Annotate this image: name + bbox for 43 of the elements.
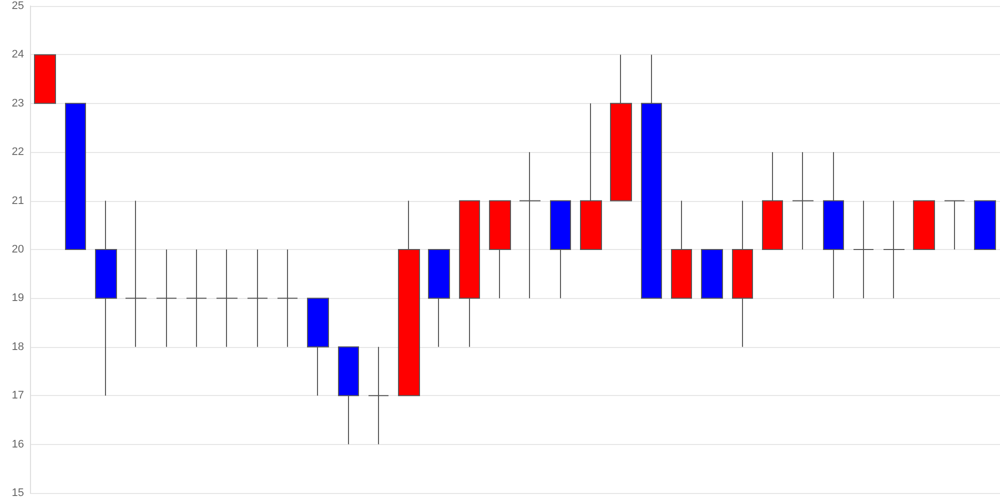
- candlestick: [125, 200, 147, 348]
- candlestick: [913, 200, 935, 250]
- y-tick-label: 16: [12, 438, 24, 450]
- candlestick: [65, 102, 86, 250]
- y-tick-label: 18: [12, 340, 24, 353]
- candlestick: [641, 54, 662, 299]
- candlestick: [95, 200, 117, 396]
- candlestick: [519, 152, 541, 299]
- candlestick: [277, 249, 298, 348]
- candlestick: [398, 200, 420, 396]
- candlestick: [883, 200, 905, 299]
- candlestick: [338, 346, 359, 445]
- candlestick: [368, 346, 389, 445]
- y-tick-label: 15: [12, 487, 24, 499]
- y-tick-label: 19: [12, 292, 24, 304]
- candlestick: [156, 249, 177, 348]
- candlestick: [610, 54, 632, 202]
- y-tick-label: 22: [12, 146, 24, 158]
- y-tick-label: 23: [12, 97, 24, 110]
- candlestick: [974, 200, 996, 250]
- candlestick: [489, 200, 511, 299]
- candlestick: [428, 249, 450, 348]
- candlestick: [944, 200, 965, 250]
- candlestick: [732, 200, 753, 348]
- candlestick: [459, 200, 480, 348]
- candlestick: [550, 200, 571, 299]
- y-tick-label: 21: [12, 194, 24, 207]
- candlestick: [307, 298, 329, 396]
- candlestick: [34, 54, 56, 104]
- y-tick-label: 17: [12, 390, 24, 402]
- candlestick: [580, 102, 602, 250]
- candlestick: [853, 200, 874, 299]
- candlestick: [671, 200, 692, 299]
- candlestick: [186, 249, 207, 348]
- candlestick: [216, 249, 238, 348]
- y-tick-label: 20: [12, 244, 24, 256]
- candlestick: [701, 249, 723, 299]
- candlestick: [792, 152, 814, 250]
- candlestick: [823, 152, 844, 299]
- y-tick-label: 25: [12, 0, 24, 12]
- candlestick: [762, 152, 783, 250]
- y-tick-label: 24: [12, 48, 24, 61]
- candlestick: [247, 249, 268, 348]
